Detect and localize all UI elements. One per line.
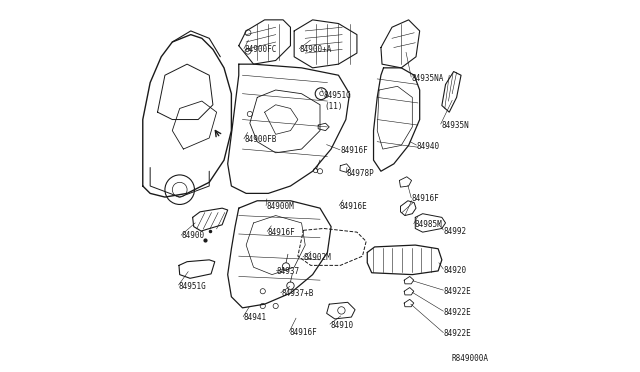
Text: (11): (11) [324,102,343,111]
Text: 84941: 84941 [244,313,267,322]
Text: 84935N: 84935N [441,121,469,129]
Text: 84935NA: 84935NA [412,74,444,83]
Text: 84902M: 84902M [303,253,331,263]
Text: 84951G: 84951G [179,282,207,291]
Text: 84922E: 84922E [444,329,472,338]
Text: 84978P: 84978P [347,169,374,177]
Text: 84922E: 84922E [444,287,472,296]
Text: 84922E: 84922E [444,308,472,317]
Text: 84900: 84900 [182,231,205,240]
Text: 84916F: 84916F [340,147,368,155]
Text: 84900FB: 84900FB [244,135,276,144]
Text: 84916F: 84916F [290,328,317,337]
Text: 84916E: 84916E [340,202,367,211]
Text: 84916F: 84916F [412,195,439,203]
Text: 84937+B: 84937+B [281,289,314,298]
Text: 84940: 84940 [417,142,440,151]
Text: 84900FC: 84900FC [244,45,276,54]
Text: R849000A: R849000A [451,354,488,363]
Text: 84900M: 84900M [266,202,294,211]
Text: 84937: 84937 [277,267,300,276]
Text: 84951G: 84951G [324,91,351,100]
Text: 84920: 84920 [444,266,467,275]
Text: 84985M: 84985M [414,220,442,229]
Text: 84992: 84992 [444,227,467,235]
Text: 84900+A: 84900+A [300,45,332,54]
Text: C: C [319,91,323,97]
Text: 84910: 84910 [330,321,353,330]
Text: 84916F: 84916F [268,228,295,237]
